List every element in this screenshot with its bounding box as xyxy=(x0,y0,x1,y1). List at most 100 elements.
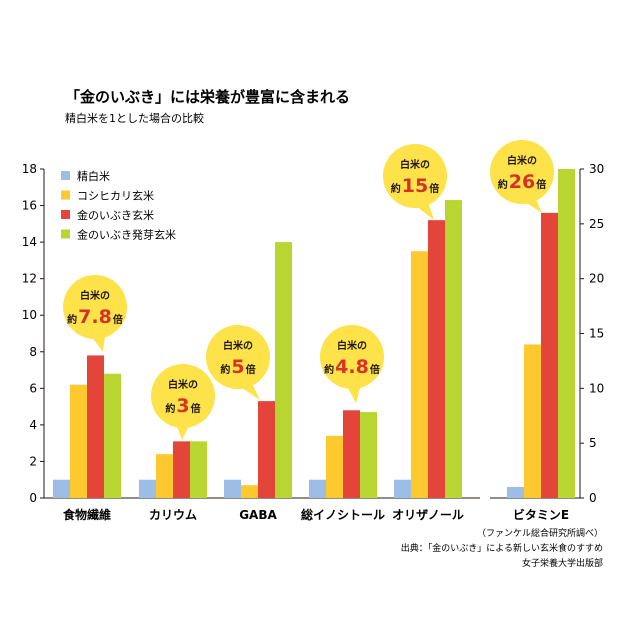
bar xyxy=(524,344,541,498)
bar xyxy=(309,479,326,498)
callout-value: 約15倍 xyxy=(391,175,439,197)
legend-label: 精白米 xyxy=(77,169,110,183)
legend-swatch xyxy=(61,210,70,219)
chart-subtitle: 精白米を1とした場合の比較 xyxy=(65,111,204,125)
bar xyxy=(224,479,241,498)
callout-number: 4.8 xyxy=(335,356,369,378)
bar xyxy=(326,435,343,498)
callout-value: 約4.8倍 xyxy=(324,356,380,378)
left-axis-tick-label: 8 xyxy=(29,345,37,359)
bar xyxy=(275,242,292,498)
bar xyxy=(394,479,411,498)
callout-suffix: 倍 xyxy=(246,363,256,376)
callout-suffix: 倍 xyxy=(113,313,123,326)
bar xyxy=(258,401,275,498)
source-note: （ファンケル総合研究所調べ） xyxy=(477,527,603,539)
callout-prefix: 約 xyxy=(165,402,175,415)
left-axis-tick-label: 2 xyxy=(29,454,37,468)
callout-label: 白米の xyxy=(507,154,537,167)
callout-prefix: 約 xyxy=(391,182,401,195)
bar xyxy=(428,220,445,498)
callout-label: 白米の xyxy=(223,339,253,352)
callout-circle xyxy=(206,325,270,389)
callout-prefix: 約 xyxy=(498,178,508,191)
callout-label: 白米の xyxy=(80,289,110,302)
callout-suffix: 倍 xyxy=(191,402,201,415)
legend-label: コシヒカリ玄米 xyxy=(77,189,154,203)
right-axis-tick-label: 30 xyxy=(589,162,604,176)
category-label: GABA xyxy=(239,508,277,522)
callout-circle xyxy=(151,364,215,428)
right-axis-tick-label: 20 xyxy=(589,272,604,286)
source-publisher: 女子栄養大学出版部 xyxy=(522,557,603,569)
callout-number: 26 xyxy=(509,171,535,193)
callout-number: 5 xyxy=(231,356,244,378)
bar xyxy=(87,355,104,498)
left-axis-tick-label: 6 xyxy=(29,381,37,395)
callout-number: 3 xyxy=(176,395,189,417)
bar xyxy=(53,479,70,498)
bar xyxy=(507,487,524,498)
left-axis-tick-label: 16 xyxy=(22,199,37,213)
category-label: カリウム xyxy=(149,508,197,522)
right-axis-tick-label: 15 xyxy=(589,327,604,341)
left-axis-tick-label: 10 xyxy=(22,308,37,322)
callout-number: 15 xyxy=(402,175,428,197)
legend-swatch xyxy=(61,171,70,180)
right-axis-tick-label: 10 xyxy=(589,381,604,395)
category-label: 総イノシトール xyxy=(301,507,385,522)
bar xyxy=(70,384,87,498)
callout-value: 約3倍 xyxy=(165,395,200,417)
category-label: 食物繊維 xyxy=(62,507,111,522)
legend-label: 金のいぶき発芽玄米 xyxy=(77,228,176,242)
callout-prefix: 約 xyxy=(324,363,334,376)
callout-value: 約7.8倍 xyxy=(67,306,123,328)
callout-number: 7.8 xyxy=(78,306,112,328)
left-axis-tick-label: 18 xyxy=(22,162,37,176)
callout-prefix: 約 xyxy=(220,363,230,376)
callout-circle xyxy=(490,140,554,204)
callout-circle xyxy=(383,144,447,208)
left-axis-tick-label: 14 xyxy=(22,235,37,249)
callout-suffix: 倍 xyxy=(536,178,546,191)
source-citation: 出典：「金のいぶき」による新しい玄米食のすすめ xyxy=(401,542,603,554)
category-label: オリザノール xyxy=(392,508,464,522)
bar xyxy=(190,441,207,498)
bar xyxy=(541,212,558,498)
callout-value: 約26倍 xyxy=(498,171,546,193)
bar xyxy=(411,251,428,498)
bar xyxy=(139,479,156,498)
callout-circle xyxy=(63,275,127,339)
bar xyxy=(241,485,258,498)
callout-prefix: 約 xyxy=(67,313,77,326)
category-label: ビタミンE xyxy=(513,507,569,522)
left-axis-tick-label: 0 xyxy=(29,491,37,505)
callout-suffix: 倍 xyxy=(429,182,439,195)
bar xyxy=(343,410,360,498)
bar xyxy=(104,373,121,498)
right-axis-tick-label: 0 xyxy=(589,491,597,505)
callout-label: 白米の xyxy=(337,339,367,352)
bar xyxy=(156,454,173,498)
callout-value: 約5倍 xyxy=(220,356,255,378)
legend-label: 金のいぶき玄米 xyxy=(77,208,154,222)
bar xyxy=(445,200,462,499)
right-axis-tick-label: 5 xyxy=(589,436,597,450)
bar xyxy=(558,169,575,498)
right-axis-tick-label: 25 xyxy=(589,217,604,231)
callout-label: 白米の xyxy=(400,158,430,171)
callout-suffix: 倍 xyxy=(370,363,380,376)
bar xyxy=(360,412,377,498)
legend-swatch xyxy=(61,190,70,200)
left-axis-tick-label: 4 xyxy=(29,418,37,432)
bar xyxy=(173,441,190,498)
callout-label: 白米の xyxy=(168,378,198,391)
callout-circle xyxy=(320,325,384,389)
